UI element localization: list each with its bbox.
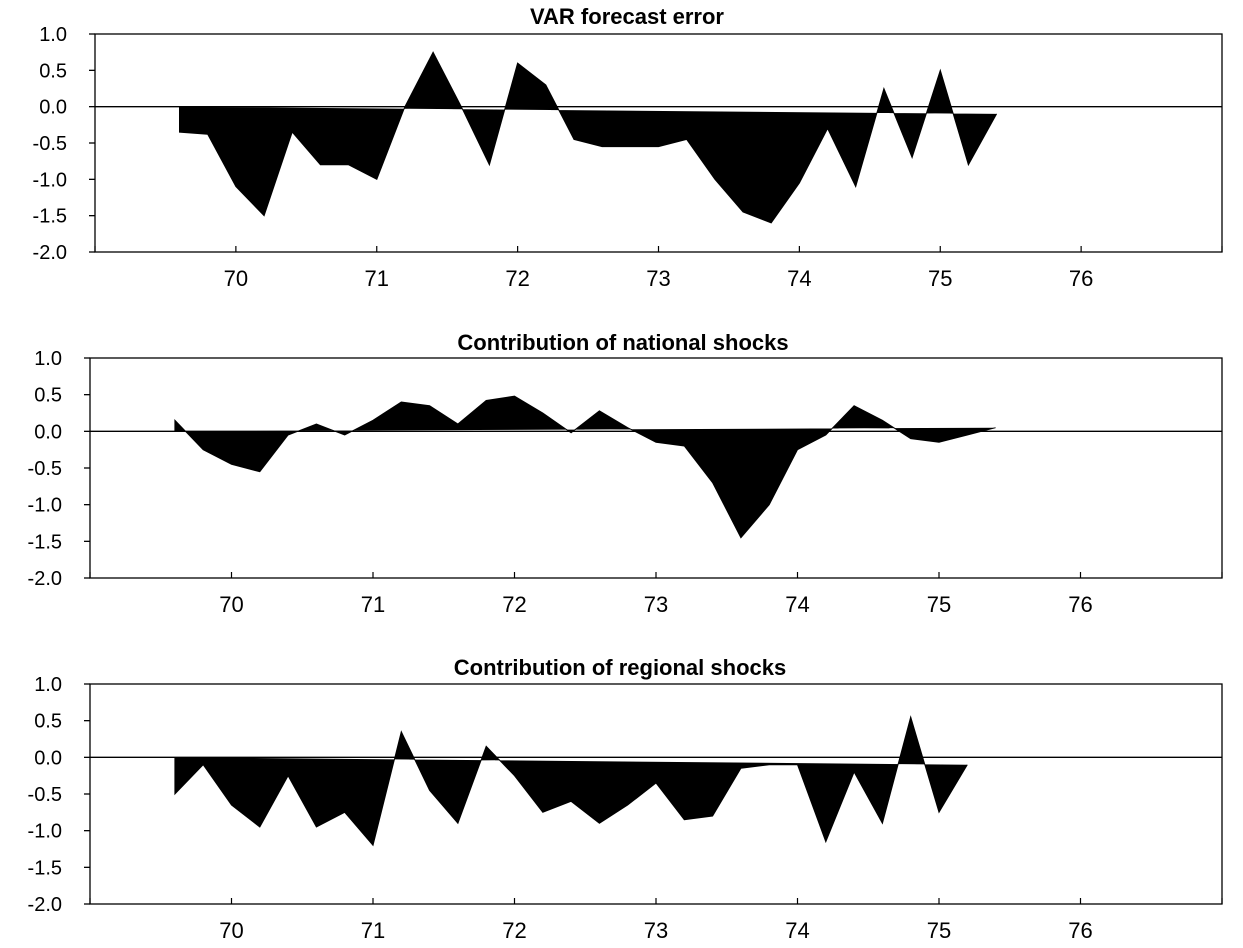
area-series xyxy=(174,395,996,539)
x-tick-label: 76 xyxy=(1068,592,1092,617)
y-tick-label: -2.0 xyxy=(33,242,67,264)
x-tick-label: 71 xyxy=(361,592,385,617)
chart-title: VAR forecast error xyxy=(530,4,724,29)
area-layer xyxy=(174,715,968,847)
y-tick-label: -1.5 xyxy=(28,857,62,879)
x-tick-labels: 70 71 72 73 74 75 76 xyxy=(219,592,1092,617)
x-tick-labels: 70 71 72 73 74 75 76 xyxy=(219,918,1092,943)
y-tick-label: 0.5 xyxy=(39,60,67,82)
x-tick-label: 73 xyxy=(644,592,668,617)
axes xyxy=(84,357,1223,579)
chart-panel-var-forecast-error: VAR forecast error 1.0 0.5 0.0 -0.5 -1.0 -1.5… xyxy=(33,4,1223,291)
x-tick-label: 71 xyxy=(361,918,385,943)
x-tick-label: 73 xyxy=(646,266,670,291)
x-tick-label: 76 xyxy=(1068,918,1092,943)
x-tick-label: 70 xyxy=(219,918,243,943)
x-tick-label: 71 xyxy=(365,266,389,291)
y-tick-label: -1.0 xyxy=(28,495,62,517)
y-tick-label: -1.5 xyxy=(28,531,62,553)
x-tick-label: 76 xyxy=(1069,266,1093,291)
axes xyxy=(89,33,1223,253)
y-tick-label: 0.5 xyxy=(34,711,62,733)
area-series xyxy=(179,51,998,224)
y-tick-label: 1.0 xyxy=(34,348,62,370)
y-tick-label: 0.0 xyxy=(34,747,62,769)
y-tick-label: -0.5 xyxy=(28,784,62,806)
chart-panel-national-shocks: Contribution of national shocks 1.0 0.5 0.… xyxy=(28,330,1223,617)
x-tick-label: 72 xyxy=(502,592,526,617)
y-tick-label: -2.0 xyxy=(28,568,62,590)
y-tick-label: 0.0 xyxy=(39,97,67,119)
chart-panel-regional-shocks: Contribution of regional shocks 1.0 0.5 0.… xyxy=(28,655,1223,943)
y-tick-labels: 1.0 0.5 0.0 -0.5 -1.0 -1.5 -2.0 xyxy=(28,674,62,916)
x-tick-label: 74 xyxy=(785,592,809,617)
y-tick-label: -0.5 xyxy=(28,458,62,480)
x-tick-label: 75 xyxy=(928,266,952,291)
chart-title: Contribution of regional shocks xyxy=(454,655,786,680)
x-tick-label: 75 xyxy=(927,918,951,943)
y-tick-label: -1.5 xyxy=(33,206,67,228)
area-series xyxy=(174,715,968,847)
x-tick-label: 75 xyxy=(927,592,951,617)
y-tick-label: -1.0 xyxy=(33,169,67,191)
y-tick-label: -2.0 xyxy=(28,894,62,916)
chart-title: Contribution of national shocks xyxy=(457,330,788,355)
y-tick-label: -1.0 xyxy=(28,821,62,843)
y-tick-label: 0.5 xyxy=(34,385,62,407)
area-layer xyxy=(174,395,996,539)
x-tick-labels: 70 71 72 73 74 75 76 xyxy=(224,266,1094,291)
axes xyxy=(84,683,1223,905)
y-tick-label: 1.0 xyxy=(39,24,67,46)
x-tick-label: 72 xyxy=(505,266,529,291)
x-tick-label: 72 xyxy=(502,918,526,943)
area-layer xyxy=(179,51,998,224)
x-tick-label: 74 xyxy=(785,918,809,943)
x-tick-label: 70 xyxy=(219,592,243,617)
x-tick-label: 74 xyxy=(787,266,811,291)
x-tick-label: 73 xyxy=(644,918,668,943)
x-tick-label: 70 xyxy=(224,266,248,291)
y-tick-label: 0.0 xyxy=(34,421,62,443)
y-tick-label: 1.0 xyxy=(34,674,62,696)
y-tick-labels: 1.0 0.5 0.0 -0.5 -1.0 -1.5 -2.0 xyxy=(33,24,67,264)
y-tick-label: -0.5 xyxy=(33,133,67,155)
y-tick-labels: 1.0 0.5 0.0 -0.5 -1.0 -1.5 -2.0 xyxy=(28,348,62,590)
